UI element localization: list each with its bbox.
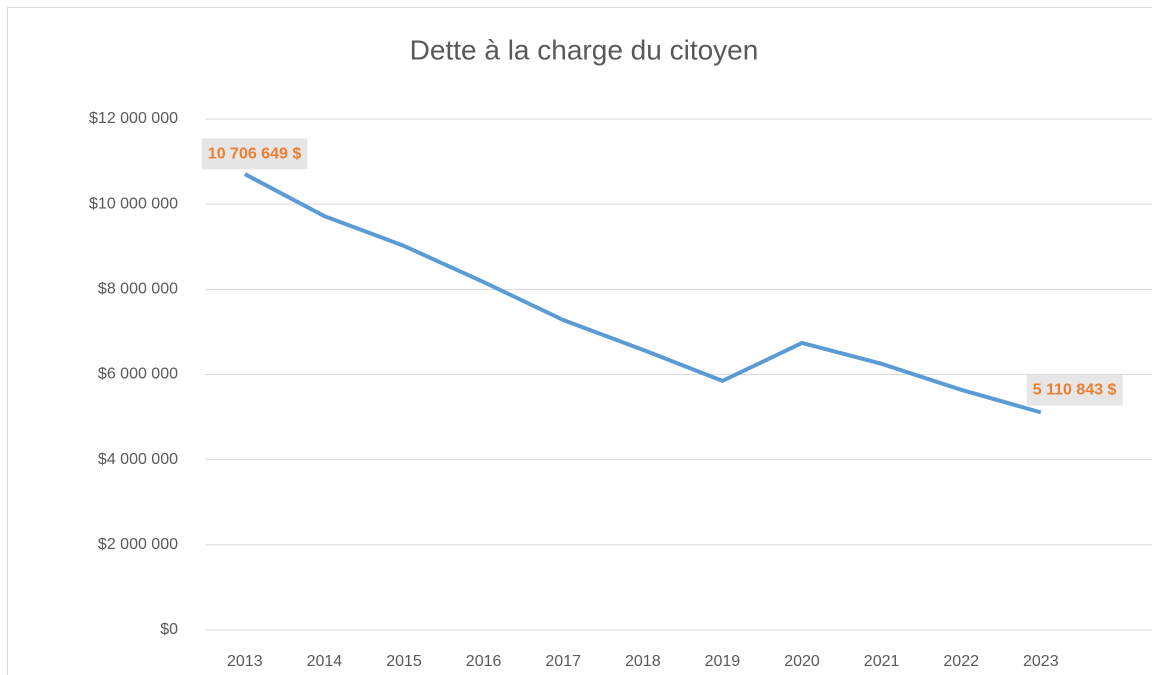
x-tick-label: 2023	[1023, 653, 1059, 670]
x-tick-label: 2014	[307, 653, 343, 670]
data-label: 5 110 843 $	[1033, 382, 1117, 399]
y-tick-label: $4 000 000	[98, 451, 178, 468]
x-tick-label: 2020	[784, 653, 820, 670]
data-label-bg	[1026, 374, 1123, 406]
x-tick-label: 2021	[864, 653, 900, 670]
x-tick-label: 2015	[386, 653, 422, 670]
y-tick-label: $12 000 000	[89, 110, 178, 127]
data-label-bg	[201, 138, 308, 170]
y-tick-label: $2 000 000	[98, 536, 178, 553]
x-tick-label: 2013	[227, 653, 263, 670]
x-tick-label: 2017	[545, 653, 581, 670]
y-tick-label: $0	[160, 621, 178, 638]
data-label: 10 706 649 $	[208, 145, 302, 162]
x-tick-label: 2016	[466, 653, 502, 670]
y-tick-label: $10 000 000	[89, 195, 178, 212]
chart-title: Dette à la charge du citoyen	[410, 34, 759, 65]
chart-border	[7, 7, 1152, 675]
y-tick-label: $6 000 000	[98, 366, 178, 383]
line	[243, 172, 1042, 415]
y-tick-label: $8 000 000	[98, 281, 178, 298]
x-tick-label: 2019	[705, 653, 741, 670]
x-tick-label: 2018	[625, 653, 661, 670]
x-tick-label: 2022	[943, 653, 979, 670]
